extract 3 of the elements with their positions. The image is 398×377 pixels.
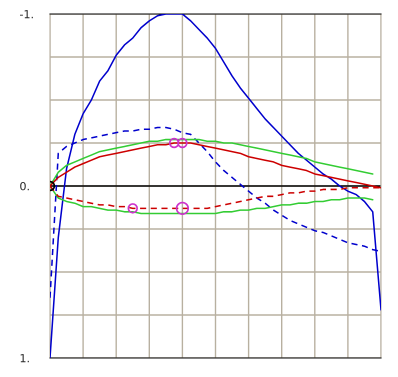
y-tick-label: 0.	[20, 182, 29, 190]
y-tick-label: 1.	[20, 354, 29, 362]
y-tick-label: -1.	[20, 10, 33, 18]
